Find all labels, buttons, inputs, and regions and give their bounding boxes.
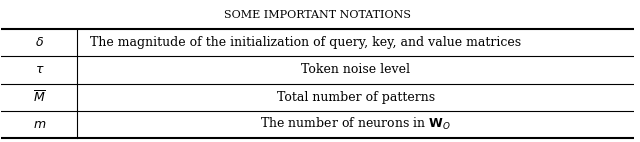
Text: $\overline{M}$: $\overline{M}$ <box>33 89 45 105</box>
Text: The magnitude of the initialization of query, key, and value matrices: The magnitude of the initialization of q… <box>90 36 521 49</box>
Text: SOME IMPORTANT NOTATIONS: SOME IMPORTANT NOTATIONS <box>224 10 412 20</box>
Text: Token noise level: Token noise level <box>301 63 410 76</box>
Text: $m$: $m$ <box>33 118 46 131</box>
Text: The number of neurons in $\mathbf{W}_O$: The number of neurons in $\mathbf{W}_O$ <box>260 116 451 132</box>
Text: $\tau$: $\tau$ <box>35 63 44 76</box>
Text: Total number of patterns: Total number of patterns <box>276 91 435 104</box>
Text: $\delta$: $\delta$ <box>35 36 44 49</box>
